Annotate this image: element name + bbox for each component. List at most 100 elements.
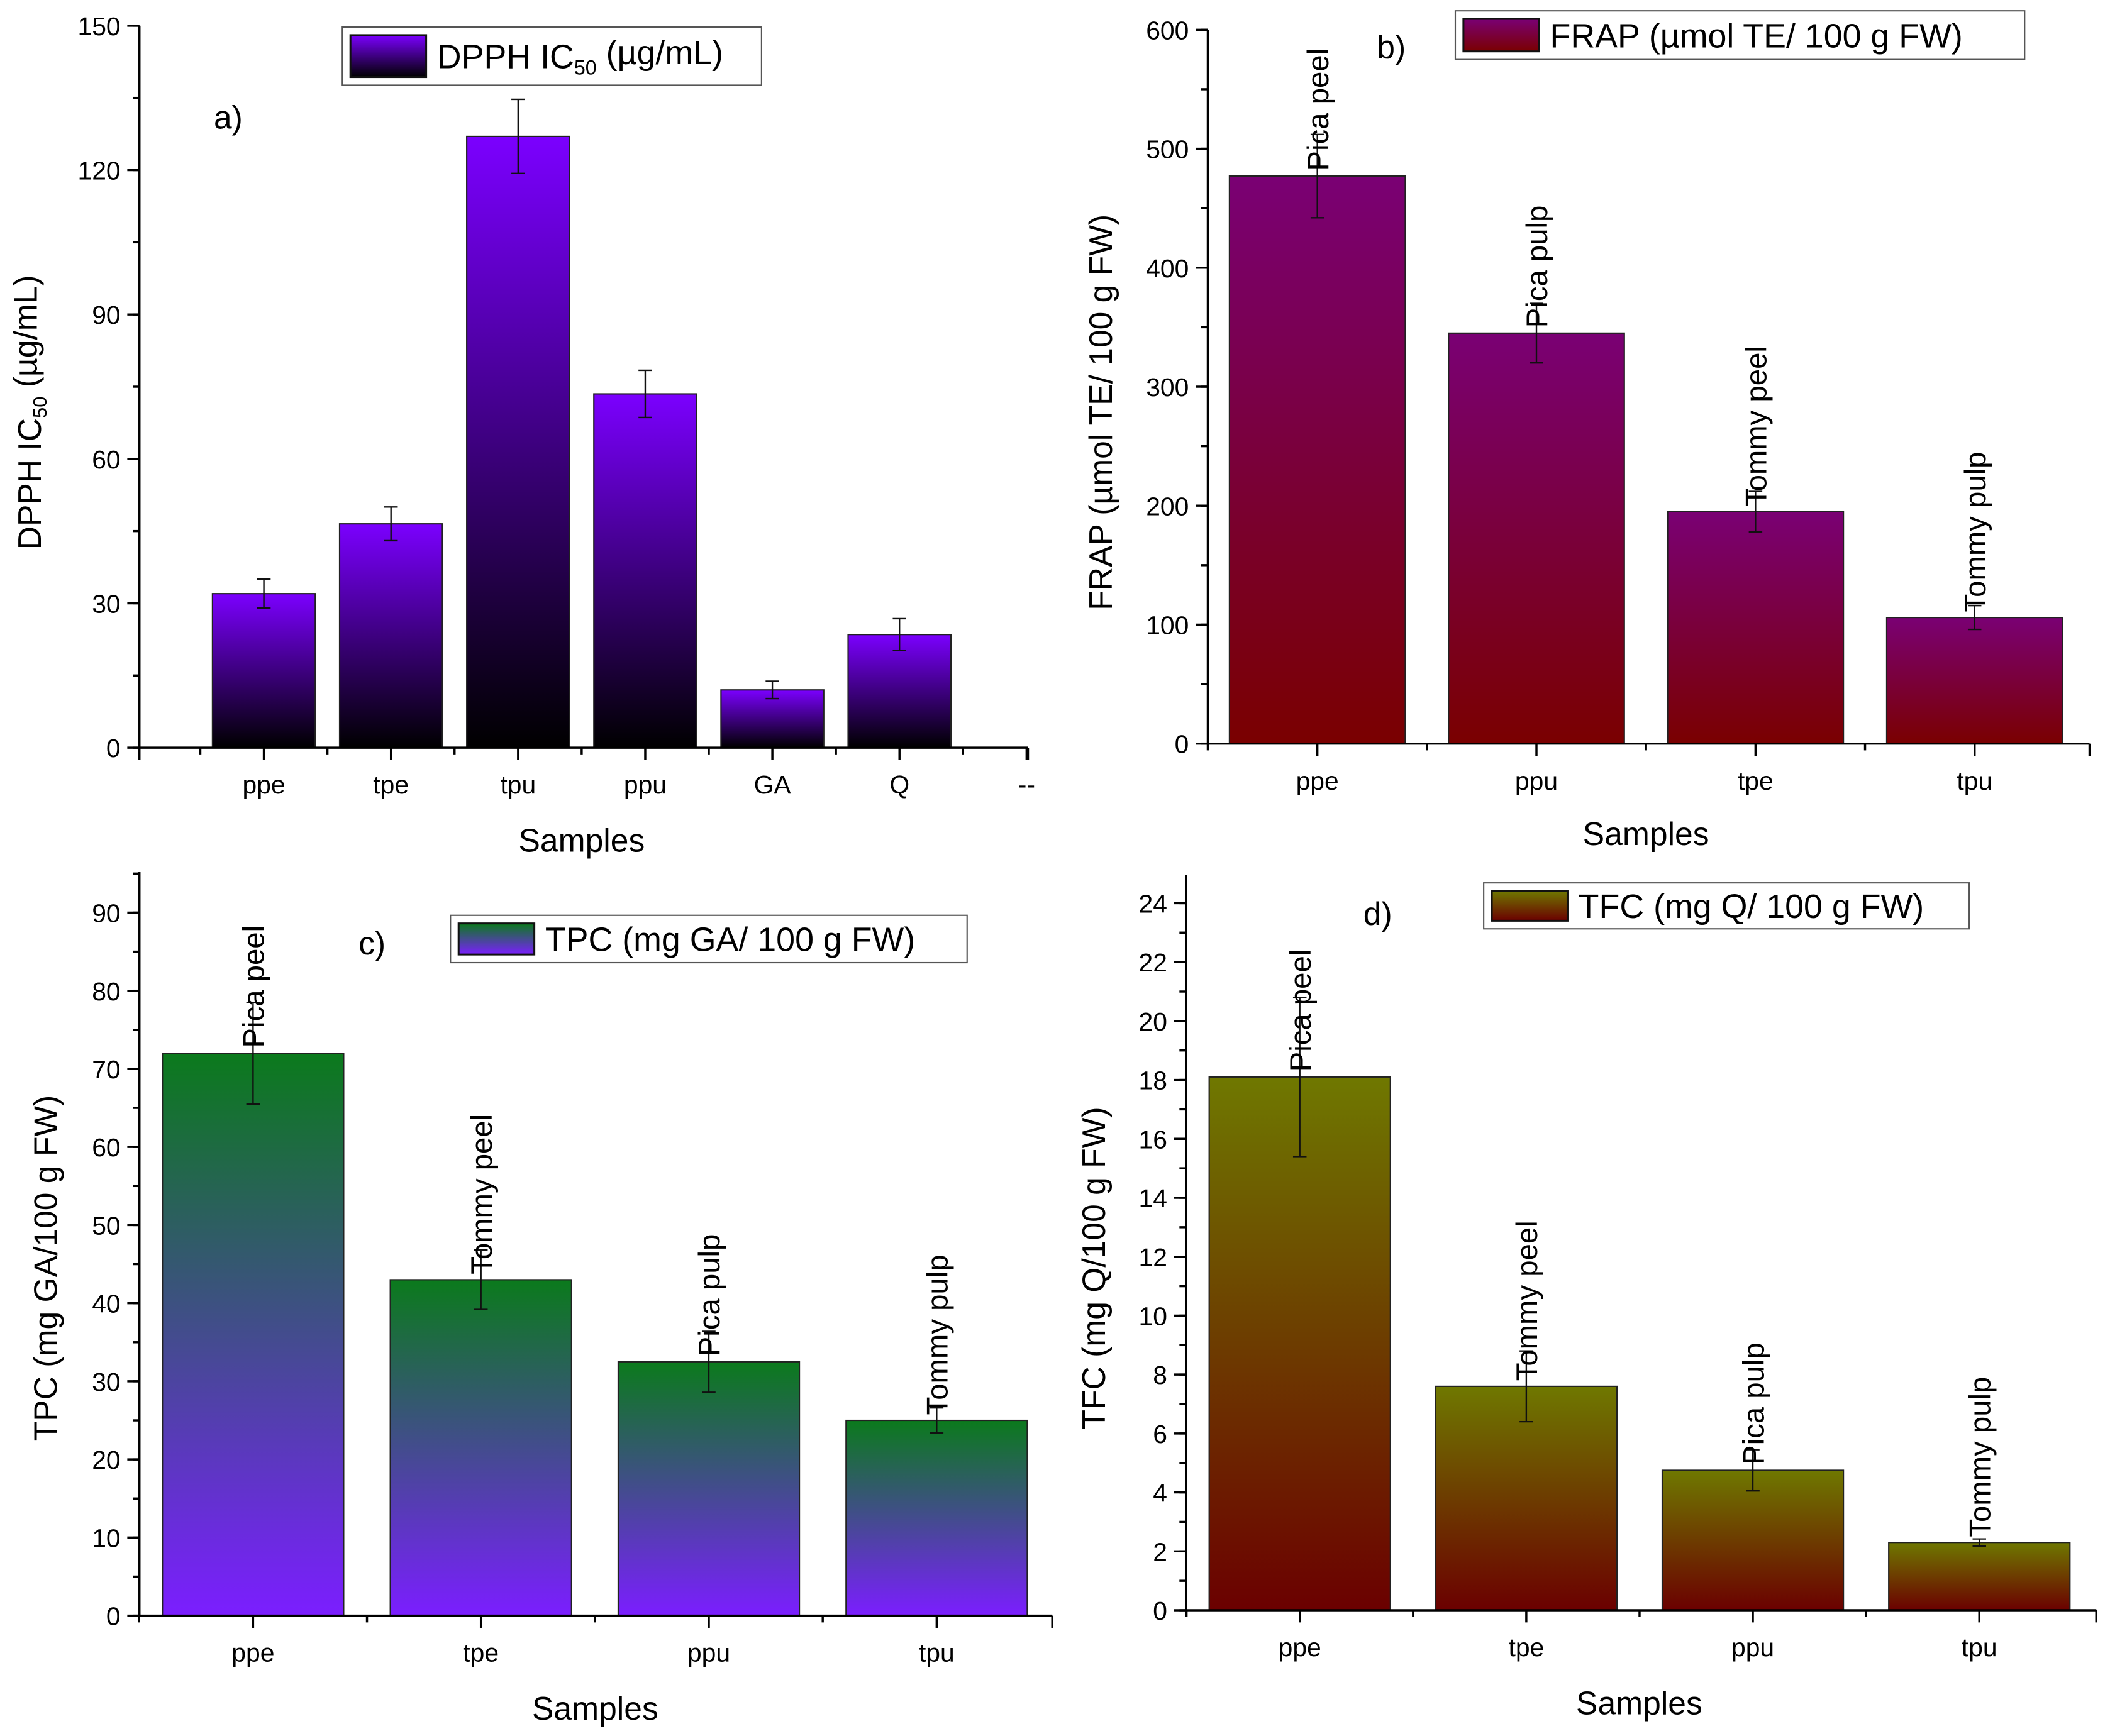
y-tick-label: 14 bbox=[1139, 1184, 1167, 1213]
bar-label: Tommy pulp bbox=[1959, 452, 1992, 612]
y-tick-label: 100 bbox=[1146, 611, 1189, 639]
y-axis-label: TFC (mg Q/100 g FW) bbox=[1075, 1107, 1112, 1429]
y-axis-label: FRAP (µmol TE/ 100 g FW) bbox=[1082, 214, 1119, 611]
y-tick-label: 30 bbox=[92, 1368, 120, 1396]
y-tick-label: 0 bbox=[106, 734, 121, 763]
x-tick-label: GA bbox=[754, 770, 792, 799]
bar-label: Tommy pulp bbox=[1963, 1377, 1997, 1537]
y-tick-label: 18 bbox=[1139, 1066, 1167, 1095]
x-tick-label: ppe bbox=[231, 1639, 274, 1667]
panel-label: b) bbox=[1377, 28, 1406, 65]
y-tick-label: 60 bbox=[92, 1133, 120, 1162]
bar bbox=[617, 1361, 801, 1617]
bar bbox=[211, 593, 316, 749]
panel-label: a) bbox=[214, 99, 243, 135]
bar-label: Pica pulp bbox=[1521, 206, 1554, 328]
y-tick-label: 600 bbox=[1146, 16, 1189, 45]
x-tick-label: tpe bbox=[373, 770, 409, 799]
bar bbox=[593, 393, 697, 749]
y-tick-label: 90 bbox=[92, 301, 120, 329]
bar-label: Tommy peel bbox=[465, 1114, 499, 1274]
y-tick-label: 22 bbox=[1139, 948, 1167, 977]
x-tick-label: tpu bbox=[500, 770, 536, 799]
chart-panel-c: Pica peel ppe Tommy peel tpe Pica pulp ppu Tom… bbox=[28, 871, 1053, 1727]
y-tick-label: 4 bbox=[1153, 1479, 1167, 1508]
bar bbox=[720, 689, 825, 749]
y-tick-label: 50 bbox=[92, 1211, 120, 1240]
x-tick-label: tpu bbox=[1962, 1633, 1997, 1662]
y-tick-label: 40 bbox=[92, 1290, 120, 1319]
bar-label: Pica peel bbox=[1284, 949, 1318, 1072]
legend-swatch bbox=[1491, 890, 1569, 922]
bar bbox=[1661, 1469, 1845, 1612]
y-tick-label: 80 bbox=[92, 977, 120, 1006]
x-tick-label: ppu bbox=[1515, 766, 1558, 795]
x-tick-label: tpe bbox=[1508, 1633, 1544, 1662]
panel-label: c) bbox=[358, 925, 386, 961]
y-tick-label: 400 bbox=[1146, 254, 1189, 283]
x-tick-label: tpe bbox=[463, 1639, 499, 1667]
x-tick-label: ppe bbox=[1296, 766, 1339, 795]
bar bbox=[847, 634, 952, 749]
y-tick-label: 12 bbox=[1139, 1243, 1167, 1272]
y-tick-label: 24 bbox=[1139, 889, 1167, 918]
y-tick-label: 0 bbox=[1153, 1596, 1167, 1625]
panel-label: d) bbox=[1363, 895, 1392, 932]
legend-swatch bbox=[349, 34, 428, 79]
legend-label: DPPH IC50 (µg/mL) bbox=[437, 34, 723, 79]
legend-box bbox=[1454, 10, 2026, 60]
x-axis-label: Samples bbox=[519, 822, 645, 859]
bar bbox=[845, 1419, 1028, 1617]
x-tick-label: ppu bbox=[1731, 1633, 1774, 1662]
x-tick-label: Q bbox=[889, 770, 909, 799]
x-tick-label: ppe bbox=[242, 770, 285, 799]
y-tick-label: 20 bbox=[1139, 1007, 1167, 1036]
bar-label: Pica peel bbox=[238, 926, 271, 1048]
y-tick-label: 6 bbox=[1153, 1420, 1167, 1449]
bar bbox=[1208, 1076, 1391, 1612]
x-axis-label: Samples bbox=[1583, 815, 1709, 852]
y-tick-label: 16 bbox=[1139, 1125, 1167, 1154]
bar bbox=[1435, 1385, 1618, 1612]
y-tick-label: 70 bbox=[92, 1055, 120, 1084]
bar bbox=[1448, 332, 1625, 744]
chart-panel-d: Pica peel ppe Tommy peel tpe Pica pulp ppu Tom… bbox=[1075, 875, 2097, 1722]
y-tick-label: 200 bbox=[1146, 492, 1189, 521]
bar bbox=[162, 1053, 345, 1617]
y-tick-label: 60 bbox=[92, 445, 120, 474]
y-tick-label: 500 bbox=[1146, 135, 1189, 164]
y-tick-label: 90 bbox=[92, 899, 120, 928]
chart-panel-b: Pica peel ppe Pica pulp ppu Tommy peel tpe Tom… bbox=[1082, 10, 2091, 852]
legend-box bbox=[450, 914, 968, 964]
x-axis-label: Samples bbox=[532, 1690, 658, 1727]
bar-label: Pica peel bbox=[1302, 48, 1335, 171]
legend-label: TFC (mg Q/ 100 g FW) bbox=[1579, 888, 1924, 926]
x-tick-label: ppu bbox=[687, 1639, 730, 1667]
legend-swatch bbox=[1462, 18, 1540, 53]
x-axis-label: Samples bbox=[1576, 1685, 1702, 1722]
bar-label: Pica pulp bbox=[1737, 1342, 1770, 1465]
y-tick-label: 8 bbox=[1153, 1361, 1167, 1390]
y-tick-label: 120 bbox=[77, 157, 120, 185]
y-tick-label: 20 bbox=[92, 1446, 120, 1474]
bar-label: Tommy pulp bbox=[921, 1254, 955, 1415]
legend-label: FRAP (µmol TE/ 100 g FW) bbox=[1550, 17, 1963, 55]
bar bbox=[338, 523, 443, 749]
y-tick-label: 150 bbox=[77, 12, 120, 41]
bar bbox=[1885, 617, 2063, 744]
x-tick-label: tpu bbox=[919, 1639, 955, 1667]
y-axis-label: DPPH IC50 (µg/mL) bbox=[8, 275, 51, 550]
bar-label: Pica pulp bbox=[693, 1234, 726, 1357]
y-tick-label: 0 bbox=[1175, 730, 1189, 759]
bar bbox=[389, 1279, 572, 1617]
bar bbox=[1888, 1542, 2071, 1612]
y-tick-label: 10 bbox=[92, 1523, 120, 1552]
bar-label: Tommy peel bbox=[1511, 1220, 1544, 1381]
legend-swatch bbox=[457, 922, 536, 956]
x-tick-label: tpu bbox=[1957, 766, 1992, 795]
x-tick-label: -- bbox=[1018, 770, 1035, 799]
y-tick-label: 10 bbox=[1139, 1302, 1167, 1330]
x-tick-label: ppe bbox=[1279, 1633, 1321, 1662]
bar-label: Tommy peel bbox=[1740, 346, 1774, 506]
